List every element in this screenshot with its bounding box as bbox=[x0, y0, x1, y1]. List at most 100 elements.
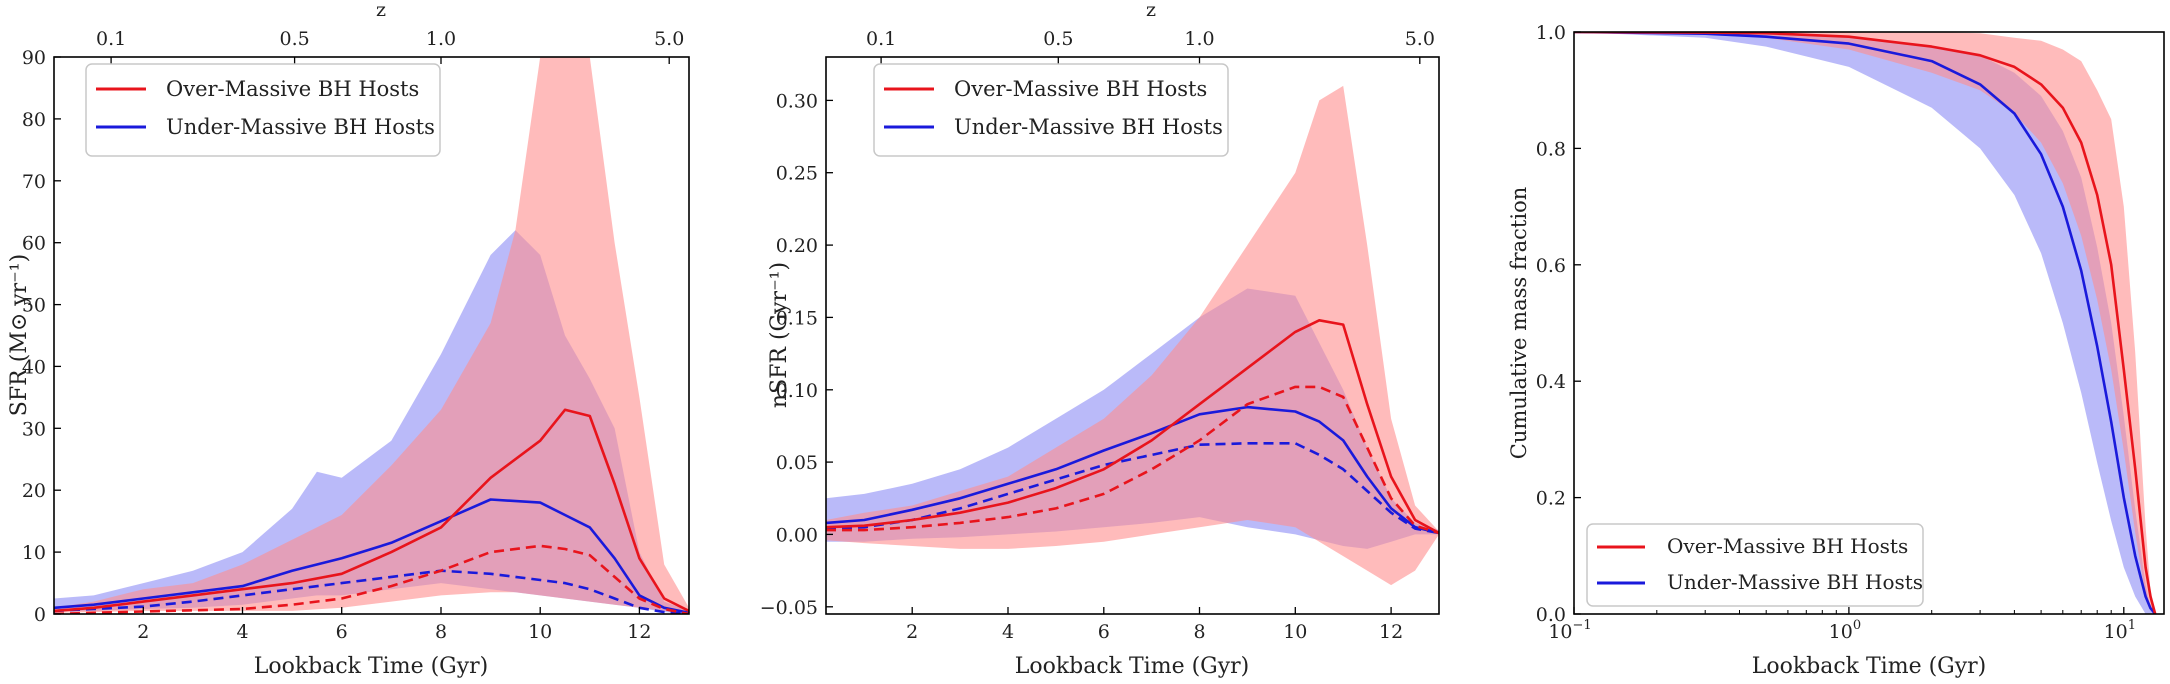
sfr-ytick-label: 40 bbox=[22, 356, 46, 378]
nsfr-line-over-median bbox=[826, 319, 1439, 535]
nsfr-x-label: Lookback Time (Gyr) bbox=[1015, 654, 1250, 679]
nsfr-line-over-mean bbox=[826, 385, 1439, 535]
nsfr-legend-box bbox=[873, 63, 1229, 157]
nsfr-legend-over-label: Over-Massive BH Hosts bbox=[954, 77, 1207, 101]
sfr-xtick-label: 6 bbox=[336, 621, 348, 643]
sfr-ytick-label: 10 bbox=[22, 542, 46, 564]
cumulative-ytick-label: 0.6 bbox=[1536, 255, 1566, 277]
sfr-line-over-median bbox=[54, 408, 689, 613]
nsfr-xtick-label: 2 bbox=[906, 621, 918, 643]
nsfr-ytick-label: 0.05 bbox=[776, 452, 818, 474]
cumulative-axes-frame bbox=[1573, 31, 2165, 615]
nsfr-xtick-label: 8 bbox=[1193, 621, 1205, 643]
sfr-toptick-label: 0.5 bbox=[279, 28, 309, 50]
cumulative-xtick-label: 100 bbox=[1829, 618, 1861, 643]
sfr-legend: Over-Massive BH Hosts Under-Massive BH H… bbox=[85, 63, 441, 157]
nsfr-ytick-label: 0.10 bbox=[776, 380, 818, 402]
sfr-top-ticks: 0.1 0.5 1.0 5.0 bbox=[96, 28, 684, 64]
cumulative-ytick-label: 0.4 bbox=[1536, 371, 1566, 393]
sfr-xtick-label: 12 bbox=[627, 621, 651, 643]
cumulative-ytick-label: 0.0 bbox=[1536, 604, 1566, 626]
nsfr-x-ticks: 2 4 6 8 10 12 bbox=[906, 607, 1403, 643]
cumulative-legend-box bbox=[1586, 523, 1924, 607]
sfr-bands bbox=[54, 57, 689, 614]
nsfr-xtick-label: 12 bbox=[1379, 621, 1403, 643]
sfr-toptick-label: 5.0 bbox=[654, 28, 684, 50]
nsfr-ytick-label: −0.05 bbox=[760, 597, 818, 619]
cumulative-y-ticks: 0.0 0.2 0.4 0.6 0.8 1.0 bbox=[1536, 22, 1581, 626]
cumulative-line-over bbox=[1574, 32, 2157, 614]
nsfr-ytick-label: 0.15 bbox=[776, 307, 818, 329]
sfr-ytick-label: 50 bbox=[22, 295, 46, 317]
nsfr-toptick-label: 5.0 bbox=[1405, 28, 1435, 50]
nsfr-lines bbox=[826, 319, 1439, 535]
sfr-xtick-label: 2 bbox=[137, 621, 149, 643]
nsfr-axes-frame bbox=[825, 56, 1440, 615]
sfr-line-over-mean bbox=[54, 544, 689, 614]
cumulative-panel: 10−1 100 101 0.00.20.40.60.81.0 Lookback T… bbox=[1507, 22, 2165, 679]
nsfr-toptick-label: 0.5 bbox=[1043, 28, 1073, 50]
nsfr-top-label: z bbox=[1146, 0, 1156, 21]
sfr-y-label: SFR (M⊙ yr⁻¹) bbox=[7, 254, 32, 416]
nsfr-ytick-label: 0.30 bbox=[776, 90, 818, 112]
sfr-xtick-label: 10 bbox=[528, 621, 552, 643]
nsfr-bands bbox=[826, 85, 1439, 586]
sfr-ytick-label: 30 bbox=[22, 418, 46, 440]
sfr-toptick-label: 1.0 bbox=[426, 28, 456, 50]
sfr-axes-frame bbox=[53, 56, 690, 615]
cumulative-ytick-label: 1.0 bbox=[1536, 22, 1566, 44]
nsfr-legend: Over-Massive BH Hosts Under-Massive BH H… bbox=[873, 63, 1229, 157]
nsfr-panel: 2 4 6 8 10 12 −0.05 0.00 0.05 0.10 0.15 0.20 0.25 0.… bbox=[760, 0, 1440, 679]
cumulative-line-under bbox=[1574, 32, 2157, 614]
sfr-xtick-label: 4 bbox=[236, 621, 248, 643]
sfr-legend-box bbox=[85, 63, 441, 157]
cumulative-y-label: Cumulative mass fraction bbox=[1507, 187, 1531, 459]
sfr-x-ticks: 2 4 6 8 10 12 bbox=[137, 607, 651, 643]
sfr-ytick-label: 90 bbox=[22, 47, 46, 69]
sfr-ytick-label: 0 bbox=[34, 604, 46, 626]
nsfr-toptick-label: 1.0 bbox=[1184, 28, 1214, 50]
sfr-line-under-median bbox=[54, 498, 689, 614]
cumulative-xtick-label: 101 bbox=[2104, 618, 2136, 643]
nsfr-band-over bbox=[826, 85, 1439, 586]
nsfr-xtick-label: 10 bbox=[1283, 621, 1307, 643]
cumulative-lines bbox=[1574, 32, 2157, 614]
sfr-panel: 2 4 6 8 10 12 0 10 20 30 40 50 60 70 80 90 0.1 0.5 1.0 5.… bbox=[7, 0, 690, 679]
sfr-xtick-label: 8 bbox=[435, 621, 447, 643]
sfr-top-label: z bbox=[376, 0, 386, 21]
cumulative-bands bbox=[1574, 32, 2156, 614]
cumulative-band-under bbox=[1574, 32, 2156, 614]
cumulative-x-ticks: 10−1 100 101 bbox=[1548, 607, 2136, 643]
sfr-ytick-label: 70 bbox=[22, 171, 46, 193]
nsfr-top-ticks: 0.1 0.5 1.0 5.0 bbox=[866, 28, 1435, 64]
cumulative-legend: Over-Massive BH Hosts Under-Massive BH H… bbox=[1586, 523, 1924, 607]
cumulative-x-label: Lookback Time (Gyr) bbox=[1752, 654, 1987, 679]
sfr-band-over bbox=[54, 57, 689, 614]
cumulative-legend-under-label: Under-Massive BH Hosts bbox=[1667, 570, 1923, 594]
nsfr-ytick-label: 0.00 bbox=[776, 524, 818, 546]
sfr-ytick-label: 20 bbox=[22, 480, 46, 502]
nsfr-y-label: nSFR (Gyr⁻¹) bbox=[767, 262, 792, 408]
sfr-ytick-label: 80 bbox=[22, 109, 46, 131]
sfr-lines bbox=[54, 408, 689, 614]
cumulative-band-over bbox=[1574, 32, 2156, 614]
nsfr-ytick-label: 0.20 bbox=[776, 235, 818, 257]
cumulative-legend-over-label: Over-Massive BH Hosts bbox=[1667, 534, 1908, 558]
nsfr-legend-under-label: Under-Massive BH Hosts bbox=[954, 115, 1223, 139]
nsfr-xtick-label: 6 bbox=[1098, 621, 1110, 643]
nsfr-ytick-label: 0.25 bbox=[776, 163, 818, 185]
nsfr-toptick-label: 0.1 bbox=[866, 28, 896, 50]
sfr-x-label: Lookback Time (Gyr) bbox=[254, 654, 489, 679]
sfr-toptick-label: 0.1 bbox=[96, 28, 126, 50]
nsfr-y-ticks: −0.05 0.00 0.05 0.10 0.15 0.20 0.25 0.30 bbox=[760, 90, 833, 619]
sfr-y-ticks: 0 10 20 30 40 50 60 70 80 90 bbox=[22, 47, 61, 626]
nsfr-line-under-median bbox=[826, 405, 1439, 535]
sfr-legend-under-label: Under-Massive BH Hosts bbox=[166, 115, 435, 139]
nsfr-line-under-mean bbox=[826, 442, 1439, 535]
sfr-ytick-label: 60 bbox=[22, 233, 46, 255]
nsfr-xtick-label: 4 bbox=[1002, 621, 1014, 643]
sfr-legend-over-label: Over-Massive BH Hosts bbox=[166, 77, 419, 101]
cumulative-ytick-label: 0.8 bbox=[1536, 138, 1566, 160]
cumulative-ytick-label: 0.2 bbox=[1536, 488, 1566, 510]
